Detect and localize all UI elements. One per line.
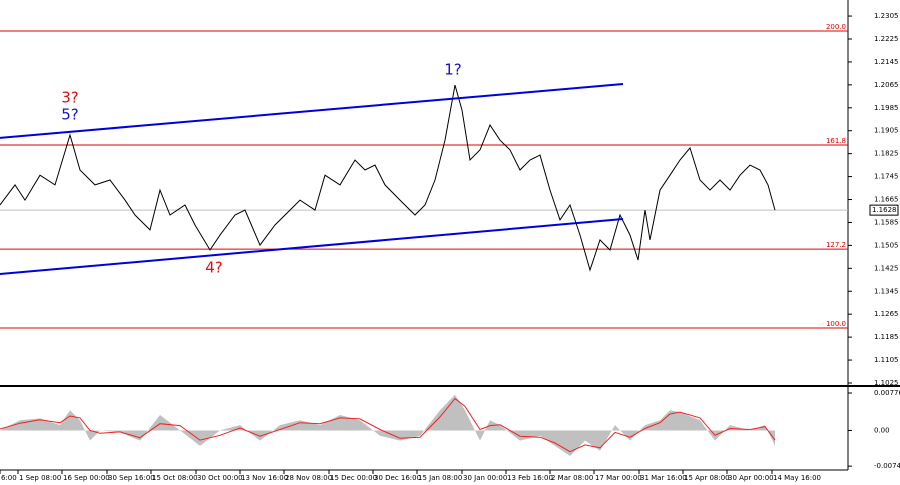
x-tick-label: 30 Oct 00:00 (197, 474, 243, 482)
x-tick-label: 15 Jan 08:00 (418, 474, 462, 482)
y-tick-label: 1.1825 (874, 150, 899, 158)
y-tick-label: 1.1185 (874, 333, 899, 341)
y-tick-label: -0.0074 (874, 462, 900, 470)
x-tick-label: 13 Nov 16:00 (241, 474, 288, 482)
x-tick-label: 6:00 (1, 474, 17, 482)
last-price-label: 1.1628 (872, 206, 897, 214)
trend-line (0, 82, 624, 139)
x-tick-label: 30 Dec 16:00 (374, 474, 421, 482)
oscillator-signal (0, 397, 776, 453)
wave-label: 3? (61, 89, 79, 107)
x-tick-label: 15 Dec 00:00 (330, 474, 377, 482)
y-tick-label: 1.2225 (874, 35, 899, 43)
y-tick-label: 0.00 (874, 426, 890, 434)
y-tick-label: 0.00776 (874, 389, 900, 397)
level-label: 127.2 (826, 241, 846, 249)
x-tick-label: 14 May 16:00 (773, 474, 821, 482)
y-tick-label: 1.2305 (874, 12, 899, 20)
x-tick-label: 1 Sep 08:00 (19, 474, 61, 482)
price-line (0, 84, 776, 272)
y-tick-label: 1.1585 (874, 218, 899, 226)
wave-label: 5? (61, 105, 79, 123)
x-tick-label: 17 Mar 00:00 (595, 474, 642, 482)
x-tick-label: 2 Mar 08:00 (551, 474, 593, 482)
y-tick-label: 1.1025 (874, 379, 899, 387)
x-tick-label: 28 Nov 08:00 (285, 474, 332, 482)
x-tick-label: 16 Sep 00:00 (63, 474, 110, 482)
wave-label: 4? (205, 259, 223, 277)
y-tick-label: 1.2145 (874, 58, 899, 66)
x-tick-label: 15 Apr 08:00 (684, 474, 730, 482)
x-tick-label: 15 Oct 08:00 (152, 474, 198, 482)
level-label: 100.0 (826, 320, 846, 328)
y-tick-label: 1.1105 (874, 356, 899, 364)
x-tick-label: 30 Sep 16:00 (108, 474, 155, 482)
y-tick-label: 1.1505 (874, 241, 899, 249)
y-tick-label: 1.1665 (874, 196, 899, 204)
y-tick-label: 1.1425 (874, 264, 899, 272)
y-tick-label: 1.2065 (874, 81, 899, 89)
y-tick-label: 1.1345 (874, 287, 899, 295)
wave-label: 1? (444, 60, 462, 78)
oscillator-histogram (0, 394, 775, 456)
level-label: 200.0 (826, 23, 846, 31)
y-tick-label: 1.1265 (874, 310, 899, 318)
x-tick-label: 30 Jan 00:00 (463, 474, 507, 482)
x-tick-label: 13 Feb 16:00 (507, 474, 553, 482)
level-label: 161.8 (826, 137, 846, 145)
y-tick-label: 1.1905 (874, 127, 899, 135)
x-tick-label: 31 Mar 16:00 (640, 474, 687, 482)
y-tick-label: 1.1985 (874, 104, 899, 112)
y-tick-label: 1.1745 (874, 173, 899, 181)
x-tick-label: 30 Apr 00:00 (728, 474, 774, 482)
trend-line (0, 218, 624, 276)
last-price-box (869, 204, 899, 216)
